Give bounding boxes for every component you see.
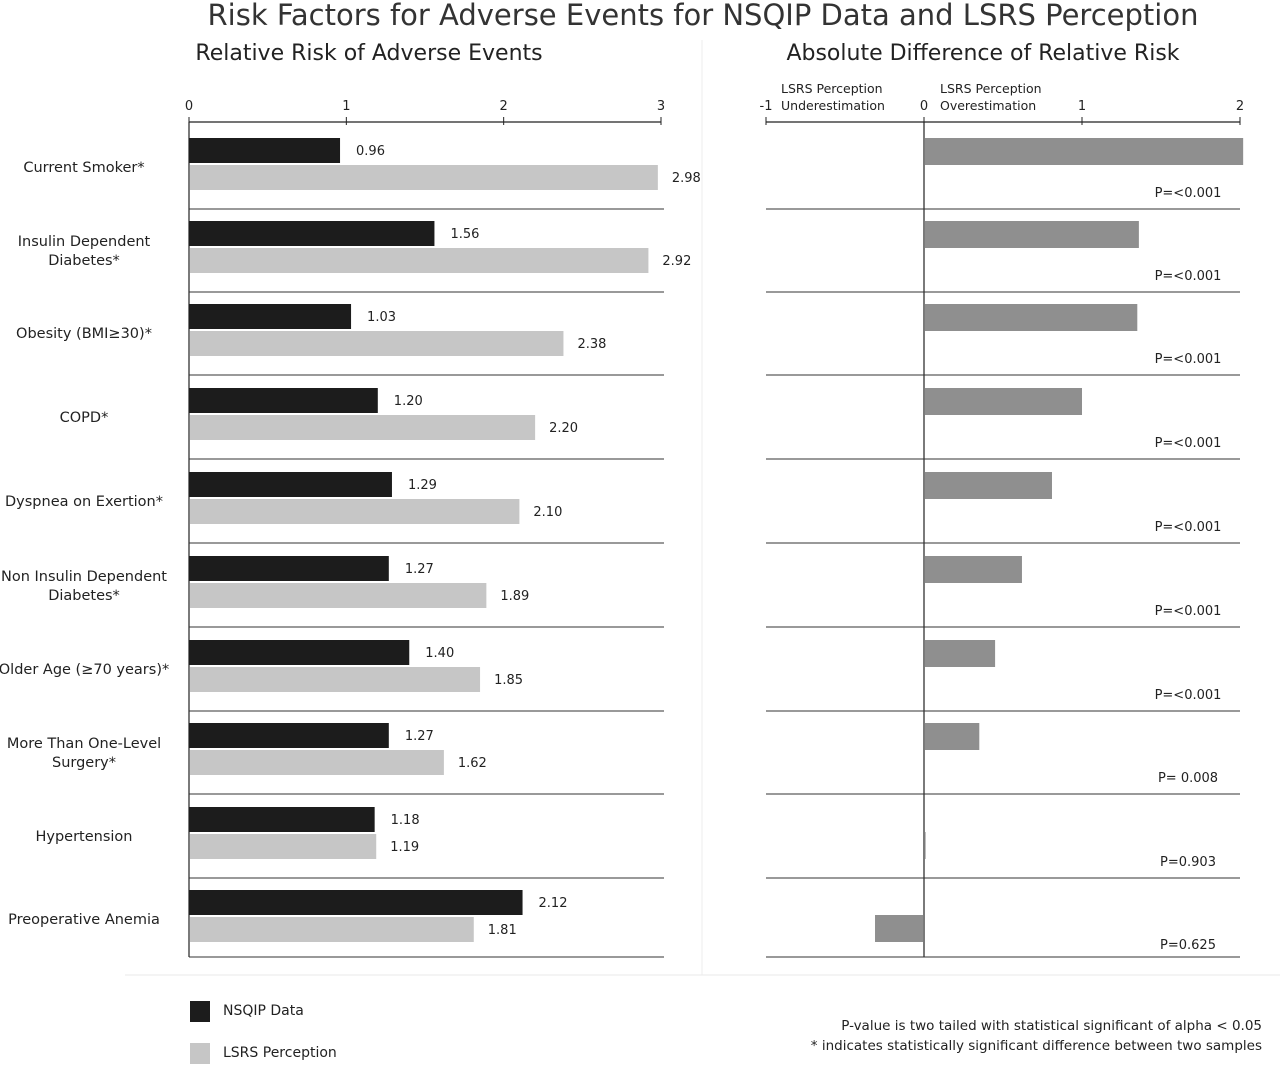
lsrs-bar xyxy=(190,667,481,692)
difference-bar xyxy=(875,915,923,942)
lsrs-bar xyxy=(190,248,649,273)
nsqip-bar xyxy=(189,221,435,246)
chart-title: Risk Factors for Adverse Events for NSQI… xyxy=(208,0,1199,32)
lsrs-bar xyxy=(190,917,474,942)
lsrs-value-label: 1.89 xyxy=(500,589,529,604)
lsrs-value-label: 1.81 xyxy=(488,923,517,938)
difference-bar xyxy=(925,640,996,667)
p-value-label: P=<0.001 xyxy=(1155,688,1222,703)
left-tick-label: 3 xyxy=(657,99,665,114)
nsqip-value-label: 1.40 xyxy=(425,646,454,661)
lsrs-bar xyxy=(190,331,564,356)
nsqip-bar xyxy=(189,890,523,915)
category-label: Preoperative Anemia xyxy=(8,912,160,928)
lsrs-value-label: 2.98 xyxy=(672,171,701,186)
lsrs-bar xyxy=(190,499,520,524)
overestimation-label-line1: LSRS Perception xyxy=(940,81,1042,96)
nsqip-value-label: 2.12 xyxy=(539,896,568,911)
difference-bar xyxy=(925,388,1082,415)
right-tick-label: 0 xyxy=(920,99,928,114)
difference-bar xyxy=(925,138,1244,165)
legend-label-lsrs: LSRS Perception xyxy=(223,1045,337,1061)
lsrs-value-label: 2.10 xyxy=(533,505,562,520)
lsrs-value-label: 1.62 xyxy=(458,756,487,771)
difference-bar xyxy=(925,472,1052,499)
nsqip-value-label: 0.96 xyxy=(356,144,385,159)
left-tick-label: 0 xyxy=(185,99,193,114)
difference-bar xyxy=(925,556,1022,583)
category-label: Surgery* xyxy=(52,755,116,771)
p-value-label: P=0.625 xyxy=(1160,938,1216,953)
lsrs-value-label: 1.19 xyxy=(390,840,419,855)
left-panel-title: Relative Risk of Adverse Events xyxy=(195,41,542,66)
p-value-label: P=<0.001 xyxy=(1155,269,1222,284)
lsrs-bar xyxy=(190,415,536,440)
right-tick-label: -1 xyxy=(760,99,773,114)
nsqip-value-label: 1.03 xyxy=(367,310,396,325)
category-label: Hypertension xyxy=(35,829,132,845)
category-label: Older Age (≥70 years)* xyxy=(0,662,169,678)
legend: NSQIP Data LSRS Perception xyxy=(190,1001,337,1064)
nsqip-bar xyxy=(189,472,392,497)
relative-risk-panel: 0 1 2 3 Current Smoker* 0.96 2.98 Insulin Depen… xyxy=(0,99,701,958)
right-tick-label: 2 xyxy=(1236,99,1244,114)
lsrs-value-label: 2.92 xyxy=(662,254,691,269)
legend-swatch-nsqip xyxy=(190,1001,210,1022)
difference-bar xyxy=(925,832,926,859)
p-value-label: P=0.903 xyxy=(1160,855,1216,870)
p-value-label: P=<0.001 xyxy=(1155,520,1222,535)
nsqip-value-label: 1.29 xyxy=(408,478,437,493)
category-label: Obesity (BMI≥30)* xyxy=(16,326,152,342)
legend-label-nsqip: NSQIP Data xyxy=(223,1003,304,1019)
p-value-label: P=<0.001 xyxy=(1155,436,1222,451)
nsqip-bar xyxy=(189,388,378,413)
legend-swatch-lsrs xyxy=(190,1043,210,1064)
category-label: COPD* xyxy=(60,410,109,426)
category-label: Insulin Dependent xyxy=(18,234,151,250)
lsrs-bar xyxy=(190,750,444,775)
lsrs-value-label: 2.20 xyxy=(549,421,578,436)
difference-panel: -1 0 1 2 P=<0.001 P=<0.001 P=<0.001 P=<0.001 P=<… xyxy=(760,99,1244,958)
nsqip-bar xyxy=(189,304,352,329)
category-label: More Than One-Level xyxy=(7,736,161,752)
difference-bar xyxy=(925,304,1138,331)
nsqip-bar xyxy=(189,640,410,665)
nsqip-value-label: 1.27 xyxy=(405,729,434,744)
footnote-pvalue: P-value is two tailed with statistical s… xyxy=(841,1018,1262,1034)
nsqip-value-label: 1.20 xyxy=(394,394,423,409)
overestimation-label-line2: Overestimation xyxy=(940,98,1036,113)
p-value-label: P=<0.001 xyxy=(1155,186,1222,201)
category-label: Diabetes* xyxy=(48,588,120,604)
underestimation-label-line2: Underestimation xyxy=(781,98,885,113)
left-tick-label: 2 xyxy=(500,99,508,114)
lsrs-bar xyxy=(190,834,377,859)
nsqip-bar xyxy=(189,807,375,832)
lsrs-bar xyxy=(190,583,487,608)
underestimation-label-line1: LSRS Perception xyxy=(781,81,883,96)
nsqip-bar xyxy=(189,138,341,163)
nsqip-value-label: 1.56 xyxy=(450,227,479,242)
category-label: Dyspnea on Exertion* xyxy=(5,494,163,510)
difference-bar xyxy=(925,221,1139,248)
lsrs-value-label: 2.38 xyxy=(577,337,606,352)
p-value-label: P=<0.001 xyxy=(1155,604,1222,619)
nsqip-value-label: 1.18 xyxy=(391,813,420,828)
p-value-label: P=<0.001 xyxy=(1155,352,1222,367)
difference-bar xyxy=(925,723,980,750)
category-label: Current Smoker* xyxy=(23,160,144,176)
nsqip-value-label: 1.27 xyxy=(405,562,434,577)
nsqip-bar xyxy=(189,556,389,581)
p-value-label: P= 0.008 xyxy=(1158,771,1218,786)
nsqip-bar xyxy=(189,723,389,748)
right-tick-label: 1 xyxy=(1078,99,1086,114)
left-tick-label: 1 xyxy=(342,99,350,114)
lsrs-value-label: 1.85 xyxy=(494,673,523,688)
lsrs-bar xyxy=(190,165,658,190)
footnote-asterisk: * indicates statistically significant di… xyxy=(811,1038,1262,1054)
category-label: Non Insulin Dependent xyxy=(1,569,167,585)
right-panel-title: Absolute Difference of Relative Risk xyxy=(786,41,1179,66)
category-label: Diabetes* xyxy=(48,253,120,269)
